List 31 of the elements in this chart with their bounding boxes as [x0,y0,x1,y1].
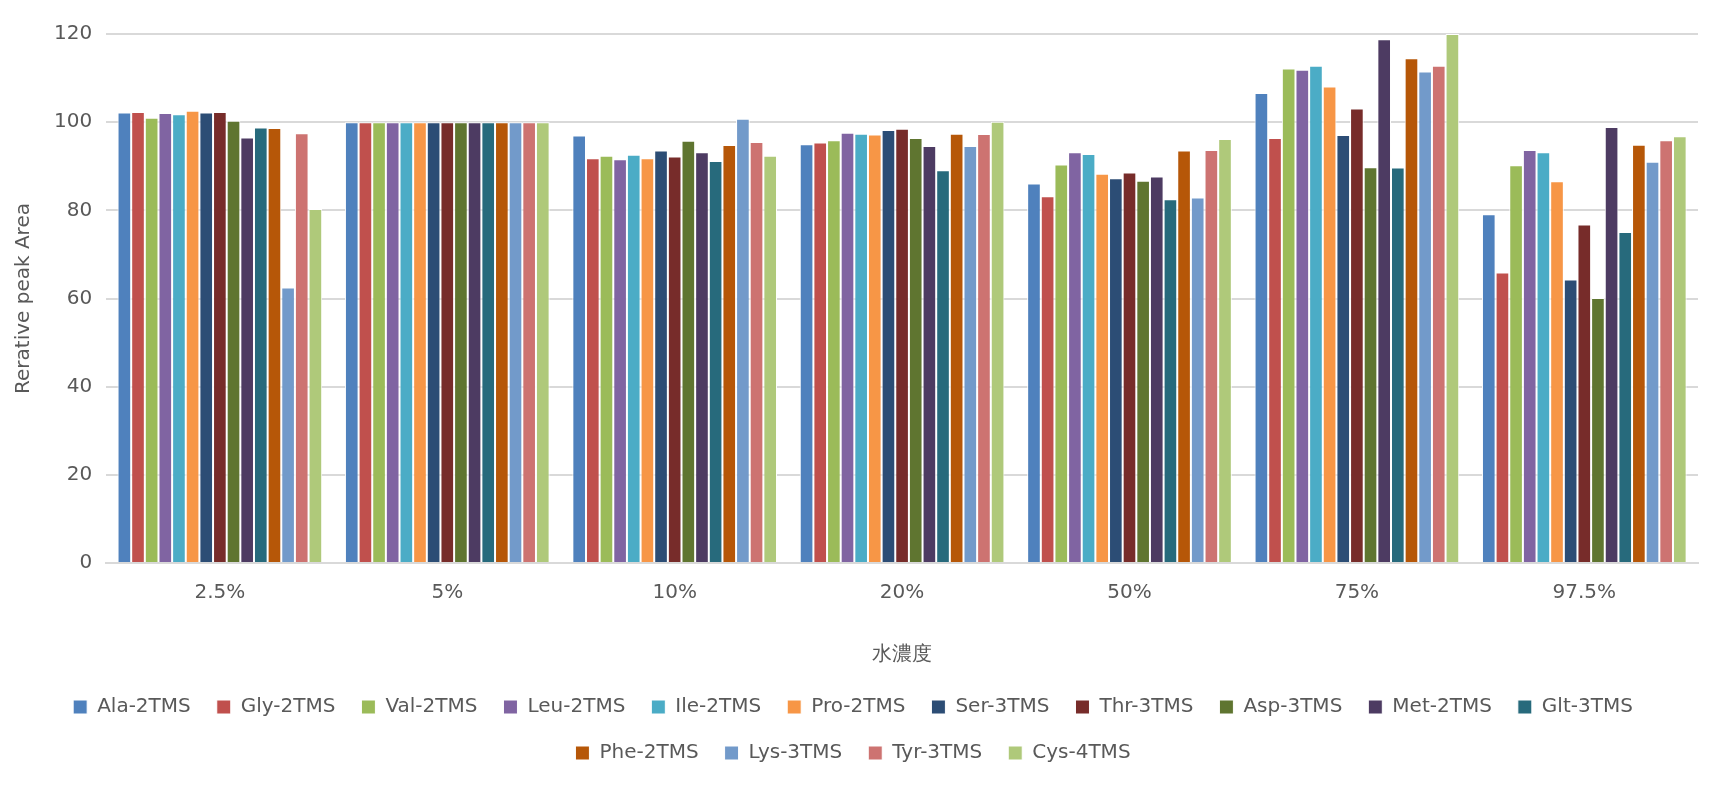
legend-label: Ile-2TMS [675,693,762,718]
x-tick-label: 2.5% [194,579,246,604]
legend-label: Leu-2TMS [527,693,626,718]
legend-label: Tyr-3TMS [891,739,983,764]
y-tick-label: 100 [53,108,93,133]
x-axis-title: 水濃度 [872,641,933,666]
y-tick-label: 20 [66,461,93,486]
y-tick-label: 120 [53,20,93,45]
legend-label: Met-2TMS [1392,693,1492,718]
legend-label: Ser-3TMS [955,693,1050,718]
y-axis-title: Rerative peak Area [10,203,35,394]
x-tick-label: 97.5% [1552,579,1617,604]
y-tick-label: 80 [66,196,93,221]
legend-label: Ala-2TMS [97,693,191,718]
legend-label: Lys-3TMS [748,739,843,764]
x-tick-label: 20% [879,579,925,604]
legend-label: Pro-2TMS [811,693,906,718]
y-tick-label: 60 [66,284,93,309]
legend-label: Phe-2TMS [599,739,699,764]
legend-label: Asp-3TMS [1243,693,1343,718]
x-tick-label: 75% [1334,579,1380,604]
legend-label: Cys-4TMS [1032,739,1131,764]
legend-label: Glt-3TMS [1541,693,1633,718]
legend-label: Gly-2TMS [240,693,336,718]
x-tick-label: 5% [431,579,464,604]
y-tick-label: 40 [66,372,93,397]
legend-label: Val-2TMS [385,693,478,718]
legend-label: Thr-3TMS [1098,693,1194,718]
y-tick-label: 0 [79,549,93,574]
x-tick-label: 50% [1107,579,1152,604]
x-tick-label: 10% [652,579,697,604]
